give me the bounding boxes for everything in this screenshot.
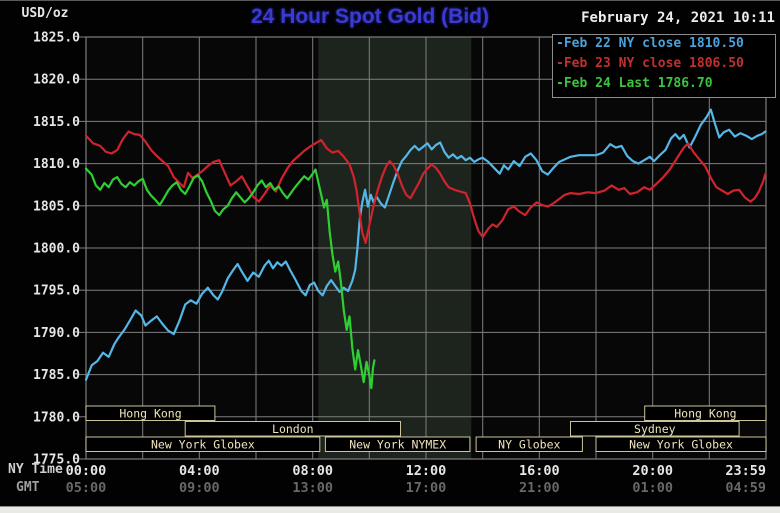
y-tick-label: 1775.0 <box>33 453 80 468</box>
y-tick-label: 1810.0 <box>33 157 80 172</box>
x-tick-label-ny: 16:00 <box>519 463 560 479</box>
y-tick-label: 1825.0 <box>33 31 80 46</box>
legend-swatch-dash: - <box>556 56 564 71</box>
x-tick-label-ny: 00:00 <box>66 463 107 479</box>
legend-item-feb-22: -Feb 22 NY close 1810.50 <box>556 36 775 56</box>
legend-item-feb-24: -Feb 24 Last 1786.70 <box>556 76 775 96</box>
session-label: Hong Kong <box>119 406 181 420</box>
legend-swatch-dash: - <box>556 76 564 91</box>
session-box-ny-globex <box>475 436 583 452</box>
x-tick-label-ny: 23:59 <box>725 463 766 479</box>
x-tick-label-ny: 04:00 <box>179 463 220 479</box>
session-label: New York NYMEX <box>349 437 446 451</box>
y-tick-label: 1805.0 <box>33 199 80 214</box>
legend-box: -Feb 22 NY close 1810.50 -Feb 23 NY close… <box>552 34 776 98</box>
image-bottom-border <box>0 506 780 513</box>
legend-label: Feb 22 NY close 1810.50 <box>563 36 744 51</box>
y-axis-units-label: USD/oz <box>21 6 69 21</box>
legend-swatch-dash: - <box>556 36 564 51</box>
x-tick-label-gmt: 01:00 <box>632 480 673 496</box>
y-tick-label: 1815.0 <box>33 115 80 130</box>
session-box-london <box>184 421 401 437</box>
x-tick-label-gmt: 17:00 <box>406 480 447 496</box>
y-tick-label: 1785.0 <box>33 368 80 383</box>
x-tick-label-gmt: 09:00 <box>179 480 220 496</box>
session-label: Sydney <box>634 422 676 436</box>
legend-label: Feb 24 Last 1786.70 <box>563 76 713 91</box>
session-label: New York Globex <box>151 437 255 451</box>
x-tick-label-gmt: 21:00 <box>519 480 560 496</box>
session-box-new-york-globex <box>595 436 767 452</box>
series-line-feb-23 <box>84 130 767 244</box>
session-label: New York Globex <box>629 437 733 451</box>
x-axis-gmt-label: GMT <box>16 480 40 495</box>
x-tick-label-ny: 08:00 <box>292 463 333 479</box>
x-tick-label-ny: 12:00 <box>406 463 447 479</box>
session-label: Hong Kong <box>674 406 736 420</box>
series-line-feb-22 <box>84 108 767 381</box>
x-tick-label-gmt: 05:00 <box>66 480 107 496</box>
chart-datetime: February 24, 2021 10:11 <box>581 10 775 26</box>
x-tick-label-gmt: 13:00 <box>292 480 333 496</box>
x-tick-label-gmt: 04:59 <box>725 480 766 496</box>
x-tick-label-ny: 20:00 <box>632 463 673 479</box>
legend-label: Feb 23 NY close 1806.50 <box>563 56 744 71</box>
session-box-new-york-globex <box>85 436 321 452</box>
session-label: London <box>272 422 314 436</box>
session-box-new-york-nymex <box>324 436 471 452</box>
session-box-hong-kong <box>644 405 767 421</box>
legend-item-feb-23: -Feb 23 NY close 1806.50 <box>556 56 775 76</box>
y-tick-label: 1820.0 <box>33 73 80 88</box>
y-tick-label: 1795.0 <box>33 284 80 299</box>
session-label: NY Globex <box>498 437 560 451</box>
series-line-feb-24 <box>84 167 376 390</box>
y-tick-label: 1780.0 <box>33 410 80 425</box>
page-title: 24 Hour Spot Gold (Bid) <box>251 5 489 28</box>
y-tick-label: 1800.0 <box>33 242 80 257</box>
session-box-hong-kong <box>85 405 216 421</box>
y-tick-label: 1790.0 <box>33 326 80 341</box>
session-box-sydney <box>570 421 740 437</box>
x-axis-ny-time-label: NY Time <box>8 462 63 477</box>
